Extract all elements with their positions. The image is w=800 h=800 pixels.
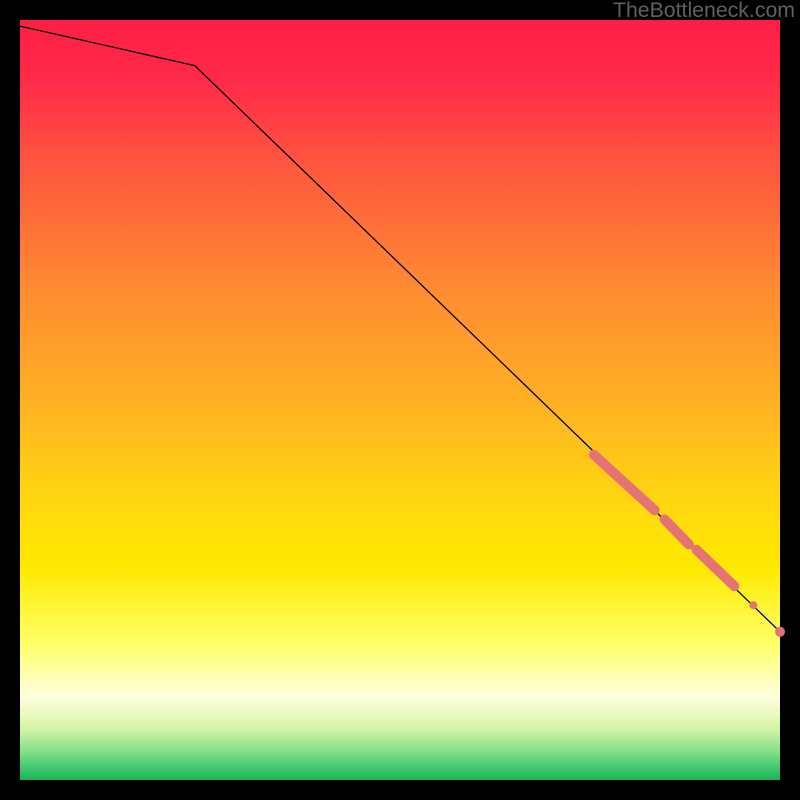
chart-svg: TheBottleneck.com	[0, 0, 800, 800]
watermark-text: TheBottleneck.com	[613, 0, 795, 22]
marker-dot	[749, 601, 757, 609]
marker-dot	[775, 627, 785, 637]
plot-background	[20, 20, 780, 780]
chart-root: TheBottleneck.com	[0, 0, 800, 800]
